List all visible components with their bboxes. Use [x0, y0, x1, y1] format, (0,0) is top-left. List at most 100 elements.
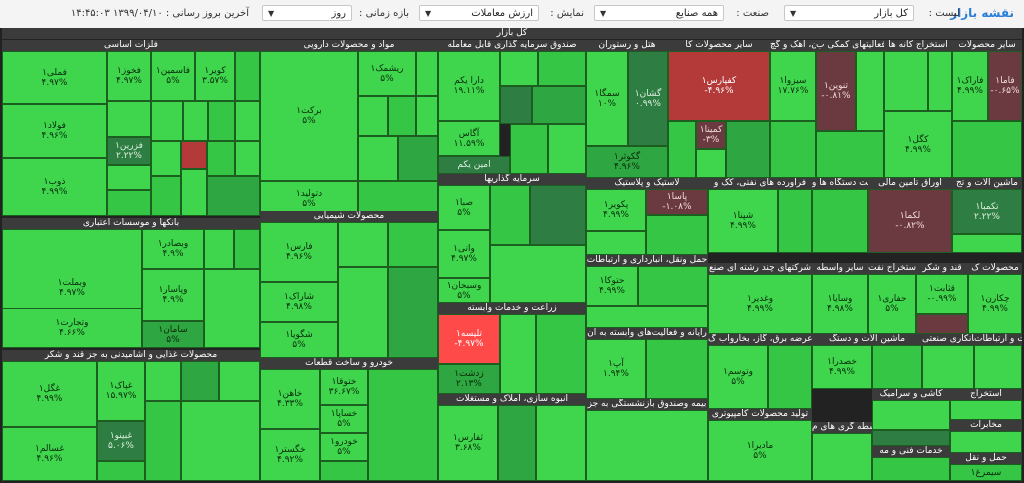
stock-tile[interactable] — [532, 86, 586, 124]
stock-tile[interactable]: خودرو۱ ۵% — [320, 433, 368, 461]
stock-tile[interactable] — [107, 190, 151, 216]
stock-tile[interactable] — [219, 361, 260, 401]
stock-tile[interactable]: سیزوا۱ ۱۷.۷۶% — [770, 51, 816, 121]
stock-tile[interactable]: فخوز۱ ۴.۹۷% — [107, 51, 151, 101]
stock-tile[interactable] — [548, 124, 586, 174]
stock-tile[interactable] — [490, 245, 586, 303]
stock-tile[interactable]: کویر۱ ۳.۵۷% — [195, 51, 235, 101]
stock-tile[interactable]: وغدیر۱ ۴.۹۹% — [708, 274, 812, 334]
stock-tile[interactable] — [151, 101, 183, 141]
stock-tile[interactable]: شپنا۱ ۴.۹۹% — [708, 189, 778, 253]
stock-tile[interactable] — [145, 361, 181, 401]
stock-tile[interactable] — [204, 269, 260, 348]
stock-tile[interactable]: سمگا۱ ۱۰% — [586, 51, 628, 146]
stock-tile[interactable] — [234, 229, 260, 269]
stock-tile[interactable]: خساپا۱ ۵% — [320, 405, 368, 433]
stock-tile[interactable] — [107, 101, 151, 137]
stock-tile[interactable]: مادیرا۱ ۵% — [708, 420, 812, 481]
stock-tile[interactable] — [208, 101, 235, 141]
stock-tile[interactable]: واتی۱ ۴.۹۷% — [438, 230, 490, 278]
stock-tile[interactable] — [538, 51, 586, 86]
stock-tile[interactable] — [646, 215, 708, 255]
stock-tile[interactable] — [207, 176, 260, 216]
stock-tile[interactable]: سیمرغ۱ — [950, 464, 1022, 481]
stock-tile[interactable]: پکویر۱ ۴.۹۹% — [586, 189, 646, 231]
stock-tile[interactable]: فاسمین۱ ۵% — [151, 51, 195, 101]
stock-tile[interactable]: وتوسم۱ ۵% — [708, 345, 768, 409]
stock-tile[interactable] — [207, 141, 235, 176]
stock-tile[interactable] — [183, 101, 208, 141]
stock-tile[interactable] — [388, 96, 416, 136]
stock-tile[interactable] — [952, 121, 1022, 178]
stock-tile[interactable]: صبا۱ ۵% — [438, 185, 490, 230]
stock-tile[interactable]: فولاد۱ ۴.۹۶% — [2, 104, 107, 158]
stock-tile[interactable] — [416, 51, 438, 96]
stock-tile[interactable]: آپ۱ ۱.۹۴% — [586, 339, 646, 399]
stock-tile[interactable] — [536, 405, 586, 481]
stock-tile[interactable] — [151, 176, 181, 216]
stock-tile[interactable]: ذوب۱ ۴.۹۹% — [2, 158, 107, 216]
stock-tile[interactable] — [872, 400, 950, 430]
stock-tile[interactable]: خصدرا۱ ۴.۹۹% — [812, 345, 872, 389]
stock-tile[interactable] — [368, 369, 438, 481]
stock-tile[interactable] — [181, 361, 219, 401]
stock-tile[interactable]: سامان۱ ۵% — [142, 321, 204, 348]
stock-tile[interactable]: وپاسار۱ ۴.۹% — [142, 269, 204, 321]
stock-tile[interactable] — [358, 181, 438, 216]
stock-tile[interactable] — [812, 189, 868, 253]
stock-tile[interactable] — [768, 345, 812, 409]
list-select[interactable]: کل بازار ▼ — [784, 5, 914, 21]
stock-tile[interactable] — [500, 86, 532, 124]
stock-tile[interactable] — [358, 96, 388, 136]
stock-tile[interactable] — [922, 345, 974, 389]
stock-tile[interactable]: تلیسه۱ -۴.۹۷% — [438, 314, 500, 364]
stock-tile[interactable]: قثابت۱ -۰.۹۹% — [916, 274, 968, 314]
stock-tile[interactable] — [872, 345, 922, 389]
stock-tile[interactable] — [235, 51, 260, 101]
stock-tile[interactable] — [928, 51, 952, 111]
stock-tile[interactable]: ریشمک۱ ۵% — [358, 51, 416, 96]
stock-tile[interactable] — [856, 51, 884, 131]
industry-select[interactable]: همه صنایع ▼ — [594, 5, 724, 21]
stock-tile[interactable] — [490, 185, 530, 245]
stock-tile[interactable] — [950, 431, 1022, 453]
stock-tile[interactable] — [151, 141, 181, 176]
display-select[interactable]: ارزش معاملات ▼ — [419, 5, 539, 21]
stock-tile[interactable]: فزرین۱ ۲.۲۲% — [107, 137, 151, 165]
stock-tile[interactable]: زدشت۱ ۲.۱۳% — [438, 364, 500, 394]
stock-tile[interactable]: تنوین۱ -۰.۸۱% — [816, 51, 856, 131]
stock-tile[interactable] — [97, 461, 145, 481]
stock-tile[interactable]: گشان۱ ۰.۹۹% — [628, 51, 668, 146]
stock-tile[interactable]: فاراک۱ ۴.۹۹% — [952, 51, 988, 121]
stock-tile[interactable]: چکارن۱ ۴.۹۹% — [968, 274, 1022, 334]
stock-tile[interactable]: آگاس ۱۱.۵۹% — [438, 121, 500, 156]
stock-tile[interactable]: برکت۱ ۵% — [260, 51, 358, 181]
stock-tile[interactable]: خاهن۱ ۴.۳۳% — [260, 369, 320, 429]
stock-tile[interactable]: وسبحان۱ ۵% — [438, 278, 490, 303]
stock-tile[interactable] — [770, 121, 816, 178]
stock-tile[interactable] — [500, 314, 536, 394]
stock-tile[interactable] — [338, 222, 388, 267]
stock-tile[interactable]: کفپارس۱ -۴.۹۶% — [668, 51, 770, 121]
stock-tile[interactable]: گکوثر۱ ۴.۹۶% — [586, 146, 668, 178]
stock-tile[interactable] — [778, 189, 812, 253]
stock-tile[interactable]: وتجارت۱ ۴.۶۶% — [2, 308, 142, 348]
stock-tile[interactable] — [388, 222, 438, 267]
stock-tile[interactable] — [646, 339, 708, 399]
stock-tile[interactable] — [235, 141, 260, 176]
stock-tile[interactable] — [181, 141, 207, 169]
stock-tile[interactable] — [181, 401, 260, 481]
stock-tile[interactable] — [530, 185, 586, 245]
stock-tile[interactable]: تکمبا۱ ۲.۲۲% — [952, 189, 1022, 234]
stock-tile[interactable] — [586, 410, 708, 481]
stock-tile[interactable] — [872, 457, 950, 481]
stock-tile[interactable]: ثفارس۱ ۳.۶۸% — [438, 405, 498, 481]
stock-tile[interactable] — [974, 345, 1022, 389]
stock-tile[interactable]: شاراک۱ ۴.۹۸% — [260, 282, 338, 322]
stock-tile[interactable] — [358, 136, 398, 181]
stock-tile[interactable]: خگستر۱ ۴.۹۲% — [260, 429, 320, 481]
stock-tile[interactable] — [536, 314, 586, 394]
stock-tile[interactable]: ختوقا۱ ۳۶.۶۷% — [320, 369, 368, 405]
stock-tile[interactable]: شگویا۱ ۵% — [260, 322, 338, 358]
stock-tile[interactable] — [816, 131, 884, 178]
